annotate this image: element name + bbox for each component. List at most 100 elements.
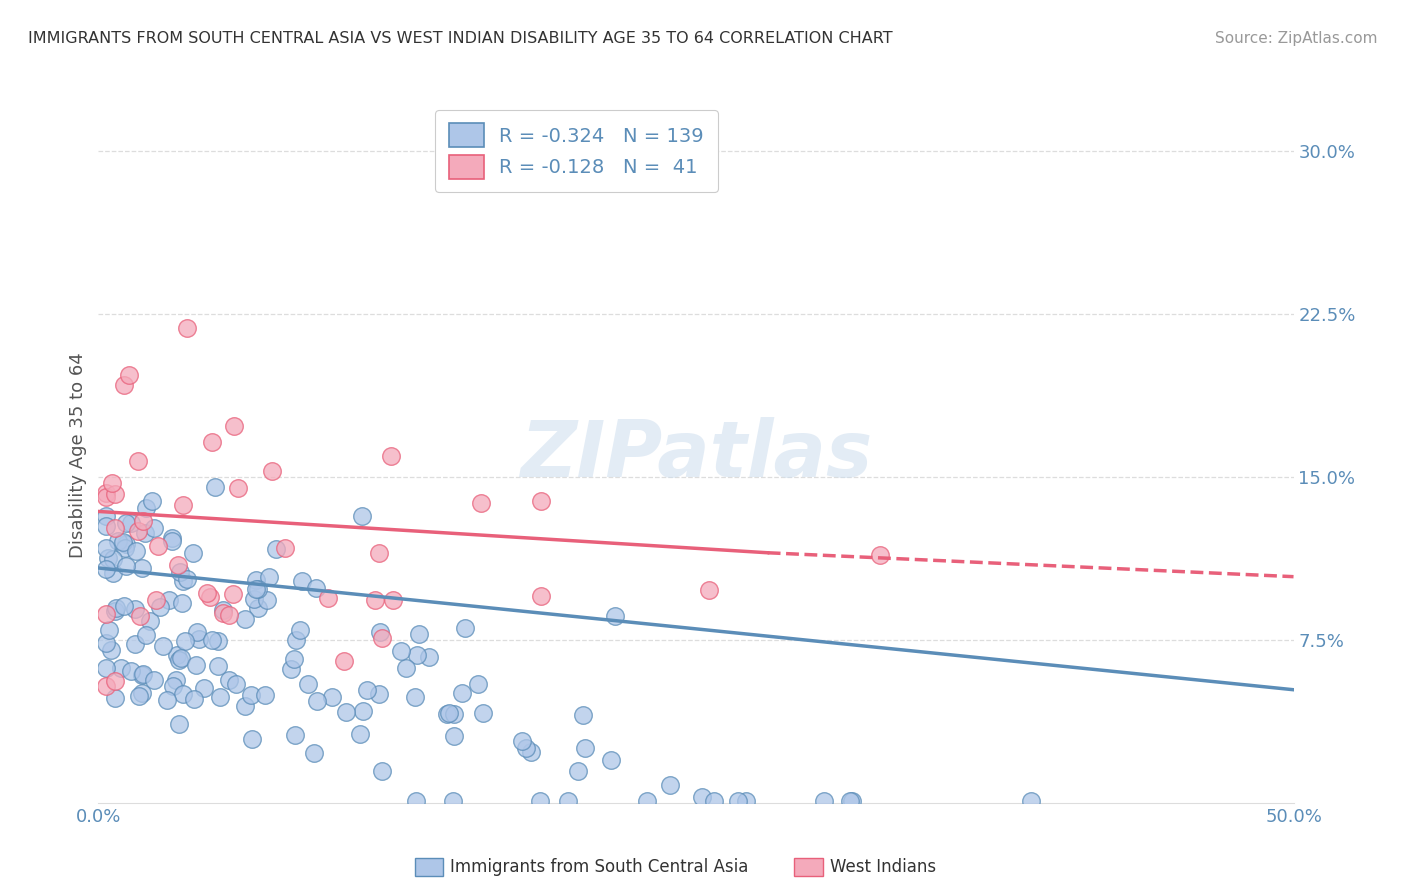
Point bbox=[349, 727, 371, 741]
Point bbox=[242, 592, 264, 607]
Point bbox=[467, 677, 489, 691]
Point bbox=[405, 648, 427, 663]
Point bbox=[94, 541, 117, 556]
Point bbox=[222, 587, 245, 601]
Point bbox=[166, 648, 188, 662]
Point bbox=[368, 624, 391, 639]
Point bbox=[418, 649, 440, 664]
Point bbox=[124, 601, 146, 615]
Point bbox=[333, 654, 356, 668]
Point bbox=[658, 778, 681, 792]
Point bbox=[274, 541, 297, 555]
Point bbox=[207, 633, 229, 648]
Point bbox=[139, 614, 162, 628]
Point bbox=[838, 794, 860, 808]
Point bbox=[567, 764, 589, 779]
Point bbox=[697, 582, 720, 597]
Point bbox=[245, 573, 267, 587]
Point bbox=[173, 633, 195, 648]
Point bbox=[183, 691, 205, 706]
Point bbox=[530, 589, 553, 603]
Point bbox=[94, 661, 117, 675]
Point bbox=[285, 632, 308, 647]
Point bbox=[382, 593, 405, 607]
Point bbox=[129, 609, 152, 624]
Point bbox=[169, 565, 191, 579]
Point bbox=[841, 794, 863, 808]
Point bbox=[135, 501, 157, 516]
Point bbox=[471, 706, 494, 721]
Point bbox=[636, 794, 658, 808]
Point bbox=[193, 681, 215, 696]
Point bbox=[115, 516, 138, 531]
Point bbox=[218, 673, 240, 688]
Point bbox=[441, 794, 464, 808]
Point bbox=[172, 498, 194, 512]
Point bbox=[104, 601, 127, 615]
Point bbox=[218, 607, 240, 622]
Point bbox=[94, 486, 117, 500]
Point bbox=[443, 706, 465, 721]
Point bbox=[104, 690, 127, 705]
Point bbox=[145, 593, 167, 607]
Point bbox=[114, 558, 136, 573]
Point bbox=[212, 602, 235, 616]
Point bbox=[170, 651, 193, 665]
Point bbox=[727, 794, 749, 808]
Point bbox=[176, 572, 198, 586]
Point bbox=[240, 688, 263, 702]
Point bbox=[260, 465, 283, 479]
Point bbox=[104, 521, 127, 535]
Point bbox=[297, 677, 319, 691]
Text: IMMIGRANTS FROM SOUTH CENTRAL ASIA VS WEST INDIAN DISABILITY AGE 35 TO 64 CORREL: IMMIGRANTS FROM SOUTH CENTRAL ASIA VS WE… bbox=[28, 31, 893, 46]
Point bbox=[143, 521, 166, 535]
Point bbox=[254, 688, 277, 702]
Point bbox=[207, 659, 229, 673]
Point bbox=[368, 687, 391, 701]
Point bbox=[284, 728, 307, 742]
Point bbox=[96, 490, 118, 504]
Point bbox=[183, 546, 205, 560]
Point bbox=[152, 639, 174, 653]
Point bbox=[370, 764, 392, 778]
Point bbox=[599, 753, 621, 767]
Point bbox=[257, 570, 280, 584]
Legend: R = -0.324   N = 139, R = -0.128   N =  41: R = -0.324 N = 139, R = -0.128 N = 41 bbox=[436, 110, 717, 193]
Point bbox=[176, 321, 198, 335]
Point bbox=[380, 449, 402, 463]
Point bbox=[603, 608, 626, 623]
Point bbox=[188, 632, 211, 646]
Point bbox=[200, 591, 222, 605]
Point bbox=[104, 487, 127, 501]
Point bbox=[94, 679, 117, 693]
Point bbox=[131, 667, 153, 681]
Point bbox=[195, 586, 218, 600]
Point bbox=[100, 643, 122, 657]
Point bbox=[127, 454, 149, 468]
Point bbox=[127, 524, 149, 538]
Point bbox=[245, 582, 267, 596]
Point bbox=[120, 664, 142, 678]
Point bbox=[101, 476, 124, 491]
Point bbox=[94, 519, 117, 533]
Y-axis label: Disability Age 35 to 64: Disability Age 35 to 64 bbox=[69, 352, 87, 558]
Point bbox=[131, 560, 153, 574]
Point bbox=[94, 636, 117, 650]
Point bbox=[470, 496, 492, 510]
Point bbox=[166, 673, 188, 688]
Point bbox=[131, 686, 153, 700]
Point bbox=[235, 612, 257, 626]
Point bbox=[211, 606, 233, 620]
Point bbox=[437, 706, 460, 720]
Point bbox=[520, 745, 543, 759]
Point bbox=[114, 377, 136, 392]
Point bbox=[143, 673, 166, 688]
Point bbox=[869, 549, 891, 563]
Point bbox=[110, 661, 132, 675]
Point bbox=[172, 687, 194, 701]
Point bbox=[735, 794, 758, 808]
Point bbox=[363, 593, 385, 607]
Point bbox=[132, 667, 155, 681]
Point bbox=[226, 481, 249, 495]
Point bbox=[155, 693, 177, 707]
